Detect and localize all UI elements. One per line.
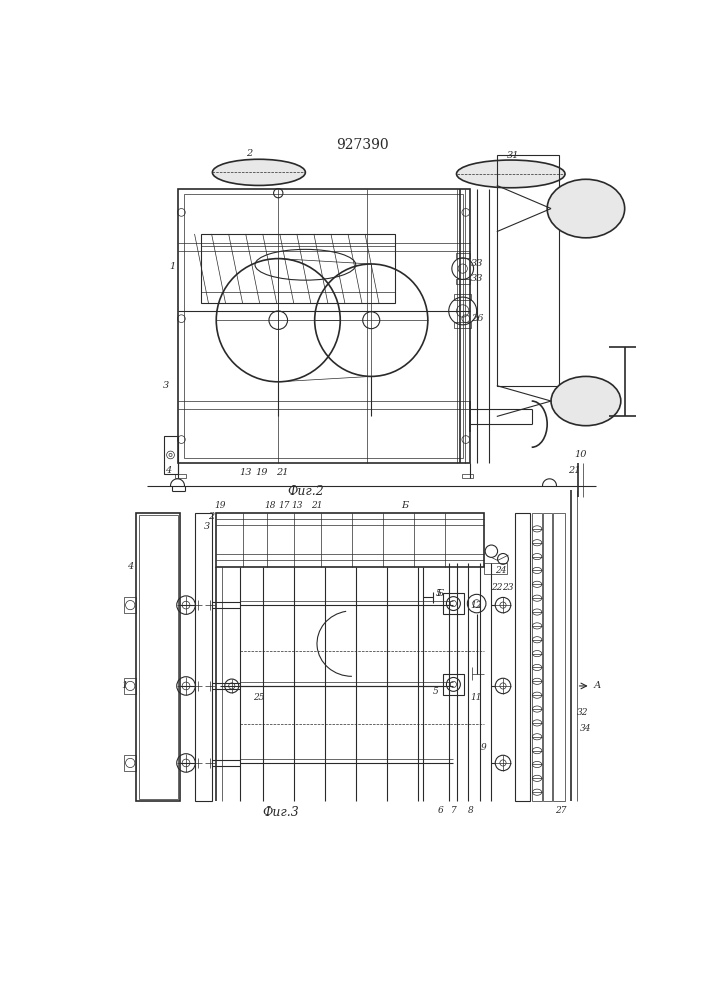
Text: 23: 23 [502, 583, 513, 592]
Bar [454, 322, 472, 328]
Bar [497, 155, 559, 386]
Text: 4: 4 [165, 466, 171, 475]
Text: 25: 25 [253, 693, 264, 702]
Text: 21: 21 [276, 468, 288, 477]
Text: 7: 7 [451, 806, 457, 815]
Text: 33: 33 [471, 259, 484, 268]
Ellipse shape [551, 376, 621, 426]
Text: 3: 3 [204, 522, 210, 531]
Ellipse shape [457, 160, 565, 188]
Text: 31: 31 [507, 151, 520, 160]
Bar [124, 597, 136, 613]
Text: 18: 18 [264, 500, 276, 510]
Bar [462, 474, 473, 478]
Text: 1: 1 [121, 681, 127, 690]
Bar [454, 294, 472, 300]
Bar [163, 436, 177, 474]
Text: 10: 10 [574, 450, 587, 459]
Text: 927390: 927390 [336, 138, 388, 152]
Text: 5: 5 [433, 687, 438, 696]
Text: 27: 27 [556, 806, 567, 815]
Bar [515, 513, 530, 801]
Text: 8: 8 [468, 806, 474, 815]
Bar [177, 189, 469, 463]
Bar [124, 755, 136, 771]
Bar [195, 513, 212, 801]
Text: Б: Б [401, 500, 408, 510]
Bar [136, 513, 180, 801]
Text: 34: 34 [580, 724, 592, 733]
Bar [124, 678, 136, 694]
Text: Фиг.3: Фиг.3 [262, 806, 299, 820]
Bar [184, 194, 464, 458]
Text: 26: 26 [471, 314, 484, 323]
Text: 19: 19 [255, 468, 267, 477]
Bar [443, 593, 464, 614]
Text: 12: 12 [470, 601, 481, 610]
Ellipse shape [547, 179, 625, 238]
Text: 2: 2 [245, 149, 252, 158]
Text: 4: 4 [127, 562, 134, 571]
Text: 33: 33 [471, 274, 484, 283]
Text: А: А [594, 681, 601, 690]
Bar [216, 513, 484, 567]
Text: 3: 3 [163, 381, 169, 390]
Text: 13: 13 [292, 500, 303, 510]
Text: Б: Б [436, 589, 443, 598]
Bar [484, 563, 507, 574]
Text: 2: 2 [209, 512, 215, 521]
Bar [532, 513, 542, 801]
Text: 19: 19 [214, 500, 226, 510]
Text: 22: 22 [491, 583, 503, 592]
Bar [554, 513, 565, 801]
Bar [175, 474, 186, 478]
Text: 1: 1 [169, 262, 175, 271]
Text: 6: 6 [438, 806, 444, 815]
Text: 11: 11 [470, 693, 481, 702]
Text: 21: 21 [311, 500, 323, 510]
Bar [456, 253, 469, 258]
Bar [543, 513, 552, 801]
Text: Фиг.2: Фиг.2 [287, 485, 324, 498]
Bar [456, 279, 469, 284]
Text: 32: 32 [577, 708, 588, 717]
Text: 13: 13 [240, 468, 252, 477]
Text: 5: 5 [436, 589, 442, 598]
Text: 9: 9 [481, 743, 486, 752]
Bar [443, 674, 464, 695]
Text: 17: 17 [278, 500, 289, 510]
Bar [139, 515, 177, 799]
Text: 24: 24 [495, 566, 506, 575]
Ellipse shape [212, 159, 305, 185]
Text: 21: 21 [568, 466, 580, 475]
Bar [201, 234, 395, 303]
